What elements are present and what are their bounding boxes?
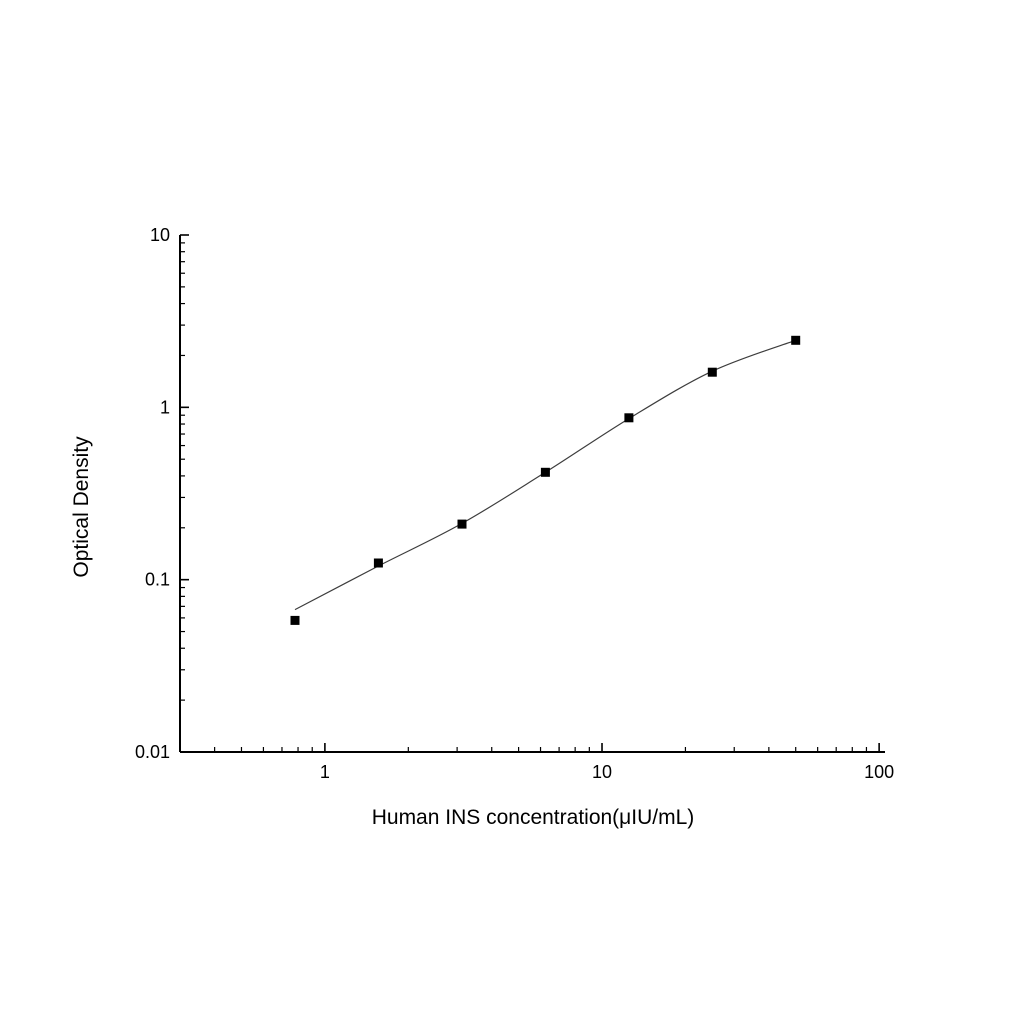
data-point [707,367,717,377]
data-point [457,519,467,529]
x-tick-label: 100 [864,762,894,782]
y-tick-label: 0.1 [145,570,170,590]
x-tick-label: 10 [592,762,612,782]
data-point [373,558,383,568]
data-point [791,335,801,345]
y-tick-label: 0.01 [135,742,170,762]
y-tick-label: 1 [160,397,170,417]
y-axis-title: Optical Density [70,436,93,578]
x-tick-label: 1 [320,762,330,782]
series [290,335,801,625]
data-point [540,467,550,477]
axes: 1 10 100 0.01 0.1 1 10 [135,225,894,782]
x-axis-title: Human INS concentration(μIU/mL) [372,806,695,829]
y-tick-label: 10 [150,225,170,245]
data-point [624,413,634,423]
data-point [290,615,300,625]
